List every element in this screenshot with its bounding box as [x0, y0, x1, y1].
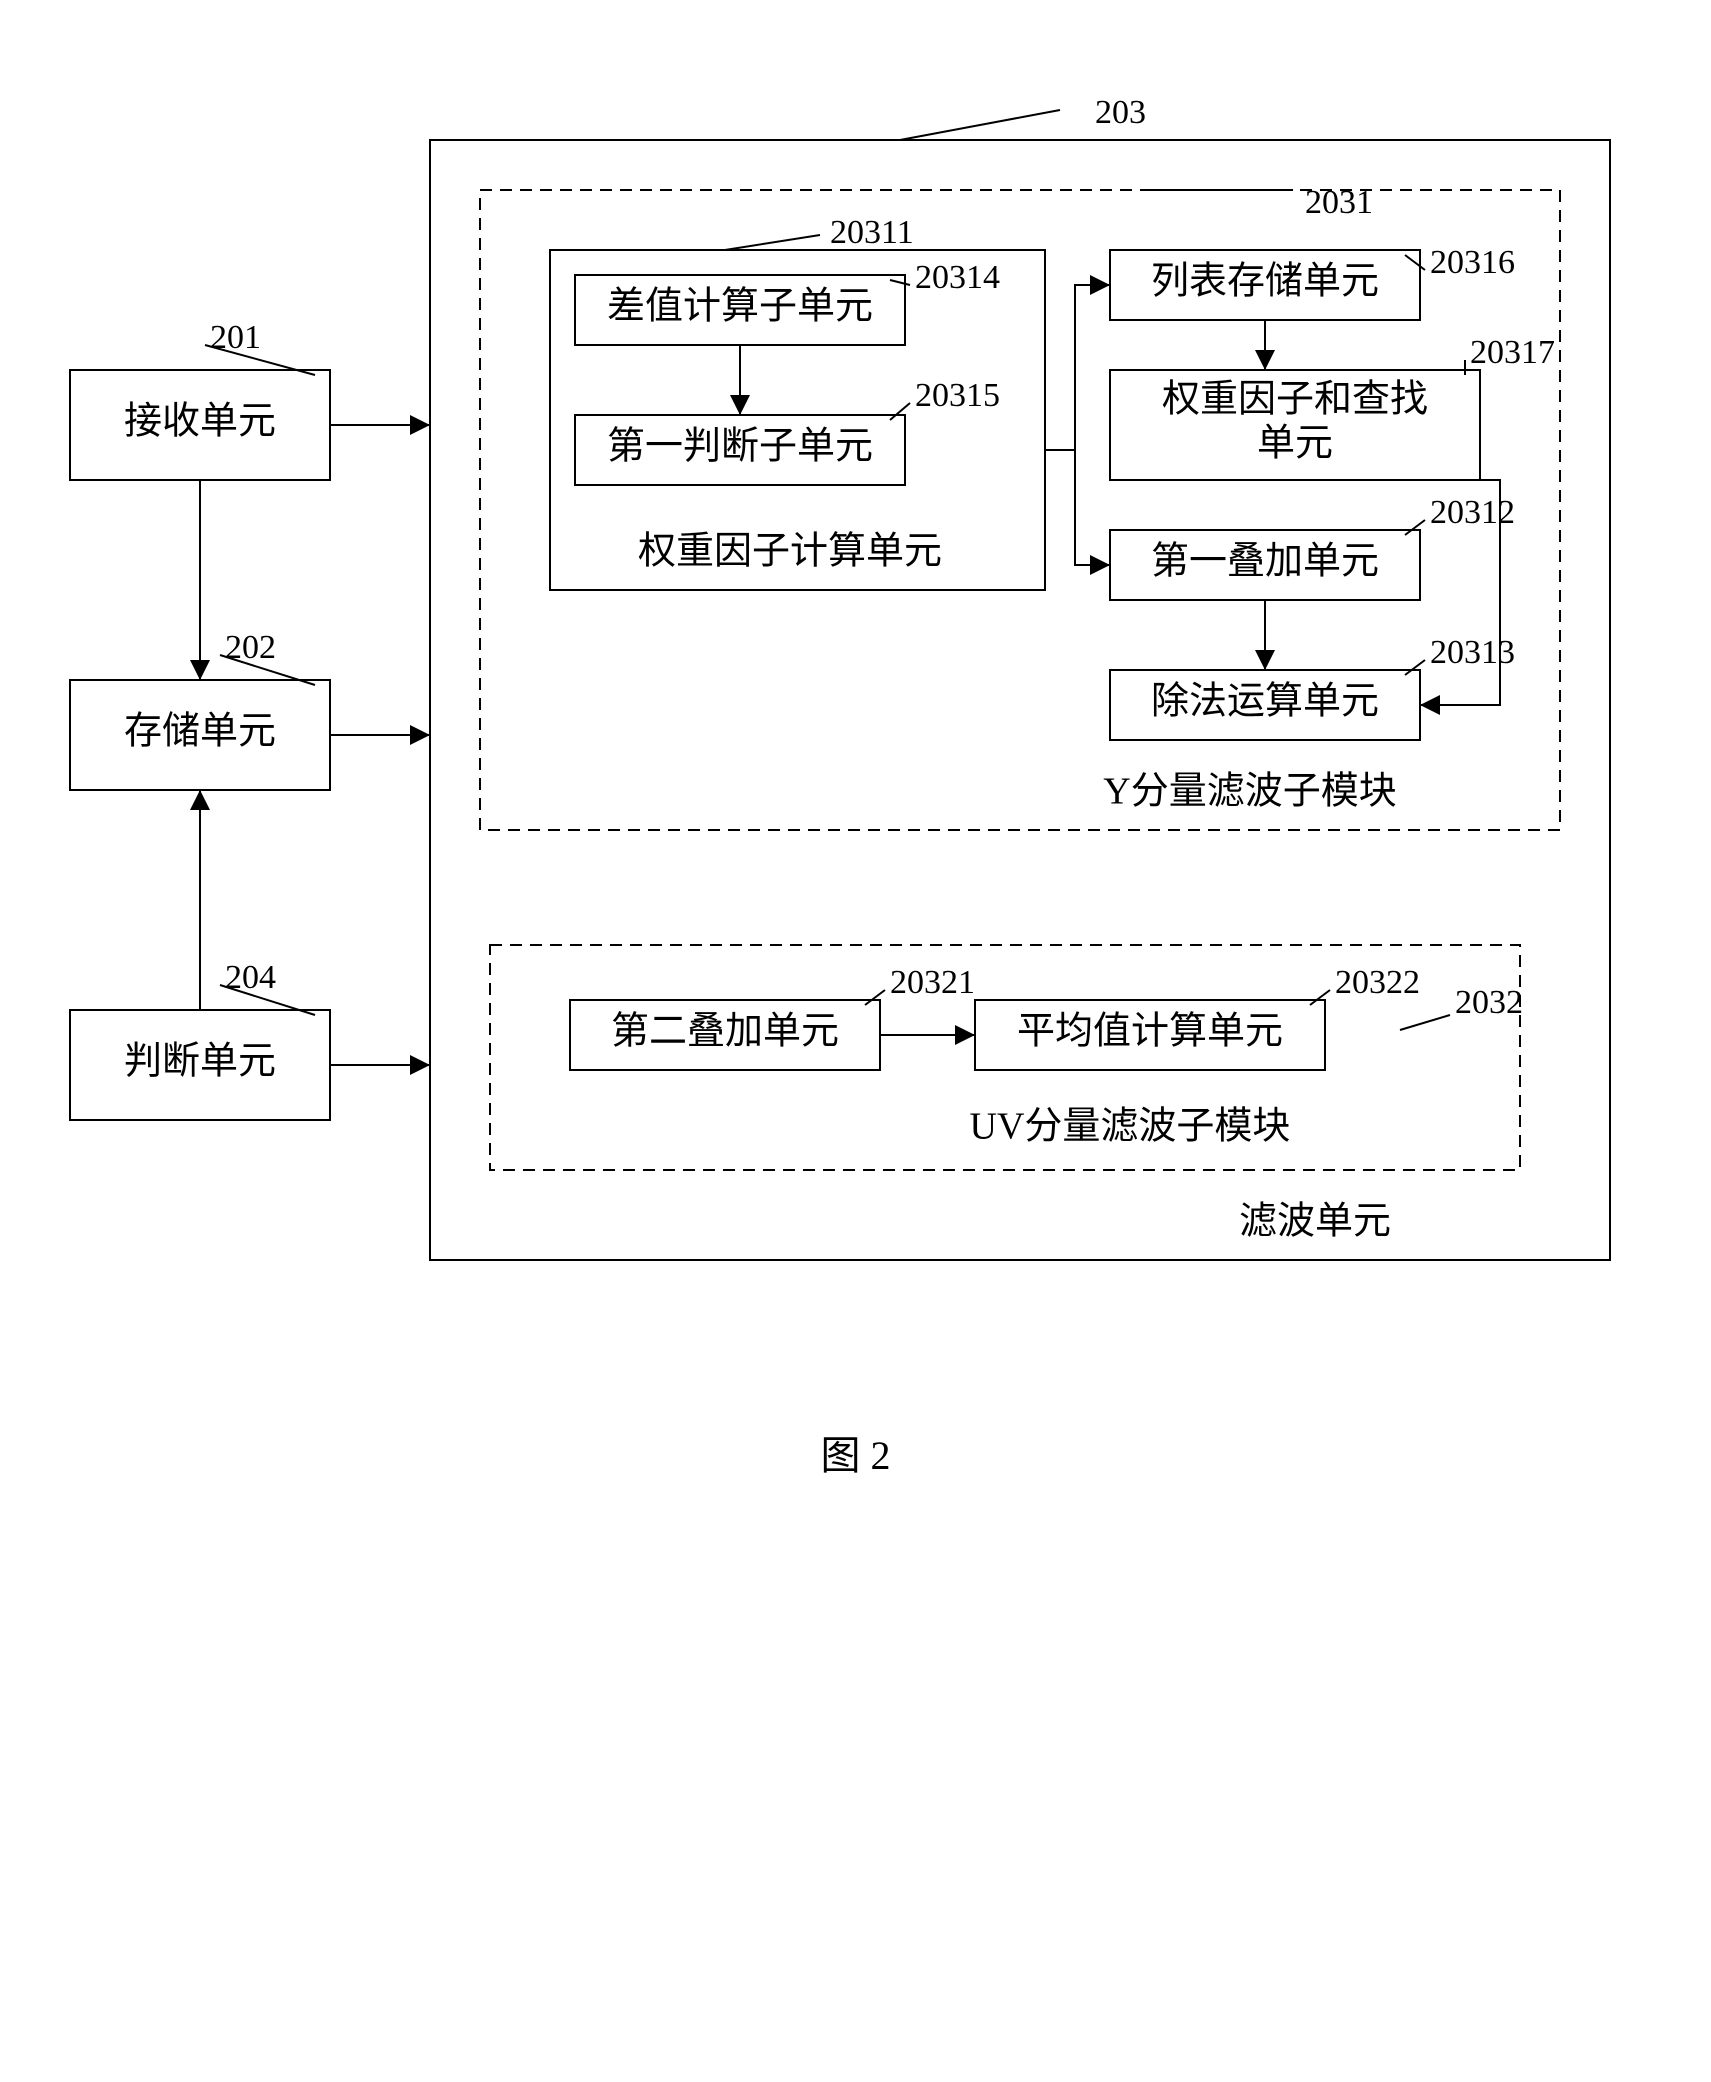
container-label-c2032: UV分量滤波子模块 [970, 1106, 1291, 1148]
box-label-b20315: 第一判断子单元 [607, 426, 873, 468]
container-label-c20311: 权重因子计算单元 [638, 531, 942, 573]
box-label-b20312: 第一叠加单元 [1151, 541, 1379, 583]
box-num-b20317: 20317 [1470, 334, 1555, 371]
container-num-c2032: 2032 [1455, 984, 1523, 1021]
arrow-6 [1045, 285, 1110, 450]
leader-c203 [900, 110, 1060, 140]
leader-c2032 [1400, 1015, 1450, 1030]
diagram-canvas: 滤波单元 203 Y分量滤波子模块 2031 权重因子计算单元 20311 UV分量滤波子模… [0, 0, 1711, 2082]
box-label-b202: 存储单元 [124, 711, 276, 753]
box-label-b20317-l2: 单元 [1257, 423, 1333, 465]
container-num-c2031: 2031 [1305, 184, 1373, 221]
box-num-b201: 201 [210, 319, 261, 356]
container-num-c203: 203 [1095, 94, 1146, 131]
box-num-b20316: 20316 [1430, 244, 1515, 281]
box-num-b20313: 20313 [1430, 634, 1515, 671]
box-num-b20312: 20312 [1430, 494, 1515, 531]
box-num-b20314: 20314 [915, 259, 1000, 296]
box-label-b20313: 除法运算单元 [1151, 681, 1379, 723]
box-num-b20315: 20315 [915, 377, 1000, 414]
box-num-b204: 204 [225, 959, 276, 996]
box-label-b20322: 平均值计算单元 [1017, 1011, 1283, 1053]
box-label-b20317-l1: 权重因子和查找 [1162, 379, 1428, 421]
container-num-c20311: 20311 [830, 214, 914, 251]
box-num-b20322: 20322 [1335, 964, 1420, 1001]
arrow-7 [1045, 450, 1110, 565]
figure-caption: 图 2 [821, 1433, 891, 1478]
box-label-b201: 接收单元 [124, 401, 276, 443]
box-label-b20314: 差值计算子单元 [607, 286, 873, 328]
box-num-b20321: 20321 [890, 964, 975, 1001]
leader-c20311 [725, 235, 820, 250]
box-label-b204: 判断单元 [124, 1041, 276, 1083]
container-label-c2031: Y分量滤波子模块 [1103, 771, 1396, 813]
box-label-b20316: 列表存储单元 [1151, 261, 1379, 303]
box-label-b20321: 第二叠加单元 [611, 1011, 839, 1053]
container-label-c203: 滤波单元 [1239, 1201, 1391, 1243]
box-num-b202: 202 [225, 629, 276, 666]
